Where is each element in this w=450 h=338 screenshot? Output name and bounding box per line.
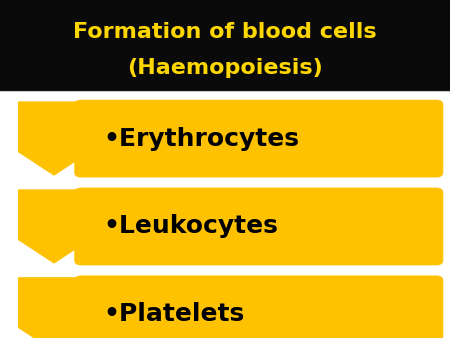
FancyBboxPatch shape (0, 0, 450, 91)
Polygon shape (18, 101, 90, 176)
Text: (Haemopoiesis): (Haemopoiesis) (127, 57, 323, 78)
Text: •Erythrocytes: •Erythrocytes (104, 126, 300, 151)
FancyBboxPatch shape (74, 100, 443, 177)
Text: •Leukocytes: •Leukocytes (104, 214, 279, 239)
FancyBboxPatch shape (74, 275, 443, 338)
Text: •Platelets: •Platelets (104, 302, 245, 327)
Polygon shape (18, 277, 90, 338)
Polygon shape (18, 189, 90, 264)
FancyBboxPatch shape (74, 188, 443, 265)
Text: Formation of blood cells: Formation of blood cells (73, 22, 377, 42)
